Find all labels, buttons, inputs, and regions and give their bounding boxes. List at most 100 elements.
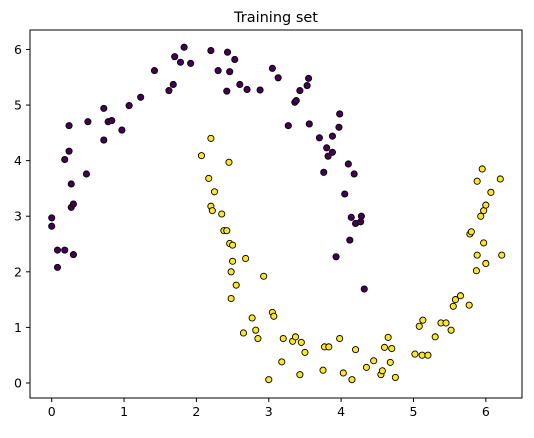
point-series-1 [48, 43, 368, 293]
y-tick-label: 4 [14, 153, 22, 168]
data-point [456, 292, 465, 300]
data-point [325, 343, 333, 351]
data-point [320, 168, 328, 176]
chart-title: Training set [233, 10, 318, 26]
data-point [53, 246, 62, 254]
data-point [472, 267, 480, 275]
data-point [323, 144, 331, 152]
data-point [319, 366, 327, 374]
data-point [292, 97, 300, 105]
data-point [335, 123, 343, 131]
data-point [487, 188, 495, 196]
data-point [187, 59, 195, 67]
data-point [419, 316, 427, 324]
data-point [236, 80, 244, 89]
data-point [223, 48, 232, 56]
data-point [125, 102, 133, 110]
data-point [150, 67, 158, 75]
data-point [391, 373, 399, 381]
data-point [380, 343, 389, 351]
data-point [65, 122, 73, 130]
data-point [303, 82, 311, 90]
data-point [388, 344, 396, 353]
data-point [176, 58, 185, 66]
data-point [207, 134, 215, 142]
data-point [248, 314, 256, 322]
x-axis-ticks: 0 1 2 3 4 5 6 [48, 398, 490, 419]
data-point [297, 338, 305, 346]
data-point [498, 251, 506, 259]
data-point [360, 285, 368, 293]
data-point [328, 132, 336, 140]
data-point [291, 333, 300, 341]
data-point [350, 170, 358, 178]
data-point [478, 165, 486, 173]
data-point [339, 369, 347, 377]
y-tick-label: 2 [14, 264, 22, 279]
data-point [496, 175, 504, 183]
data-point [431, 333, 439, 341]
data-point [278, 358, 286, 366]
data-point [243, 85, 251, 94]
data-point [171, 53, 179, 61]
data-point [180, 43, 188, 51]
y-tick-label: 3 [14, 209, 22, 224]
data-point [447, 326, 455, 334]
data-point [208, 207, 216, 215]
data-point [270, 312, 278, 320]
data-point [348, 376, 356, 384]
data-point [210, 188, 219, 196]
data-point [480, 239, 488, 247]
x-tick-label: 2 [192, 404, 200, 419]
data-point [67, 180, 75, 188]
data-point [305, 74, 313, 82]
data-point [296, 371, 304, 379]
data-point [315, 134, 323, 142]
data-point [265, 376, 273, 384]
y-tick-label: 1 [14, 320, 22, 335]
data-point [336, 110, 344, 118]
y-tick-label: 5 [14, 98, 22, 113]
data-point [279, 334, 287, 343]
data-point [84, 118, 92, 126]
data-point [82, 170, 90, 178]
data-point [451, 296, 459, 304]
data-point [305, 120, 313, 128]
data-point [467, 228, 475, 236]
data-point [207, 47, 215, 55]
data-point [223, 87, 231, 95]
data-point [223, 227, 231, 235]
data-point [108, 117, 116, 125]
data-point [100, 104, 108, 112]
data-point [473, 177, 481, 185]
point-series-2 [197, 134, 506, 384]
data-points [48, 43, 506, 384]
data-point [418, 351, 426, 359]
data-point [69, 200, 77, 208]
data-point [482, 201, 490, 209]
data-point [378, 367, 386, 375]
data-point [229, 257, 237, 265]
y-axis-ticks: 0 1 2 3 4 5 6 [14, 42, 30, 390]
data-point [415, 322, 423, 330]
data-point [347, 213, 355, 221]
x-tick-label: 3 [265, 404, 273, 419]
x-tick-label: 0 [48, 404, 56, 419]
data-point [169, 80, 177, 89]
data-point [370, 357, 378, 365]
data-point [165, 87, 173, 95]
data-point [48, 222, 56, 230]
data-point [205, 174, 213, 182]
data-point [442, 319, 450, 327]
data-point [214, 67, 222, 75]
data-point [197, 152, 206, 160]
x-tick-label: 1 [120, 404, 128, 419]
x-tick-label: 5 [409, 404, 417, 419]
data-point [225, 158, 233, 166]
data-point [336, 334, 344, 343]
plot-frame [29, 29, 523, 399]
data-point [218, 210, 226, 218]
data-point [118, 126, 126, 134]
data-point [411, 350, 419, 358]
